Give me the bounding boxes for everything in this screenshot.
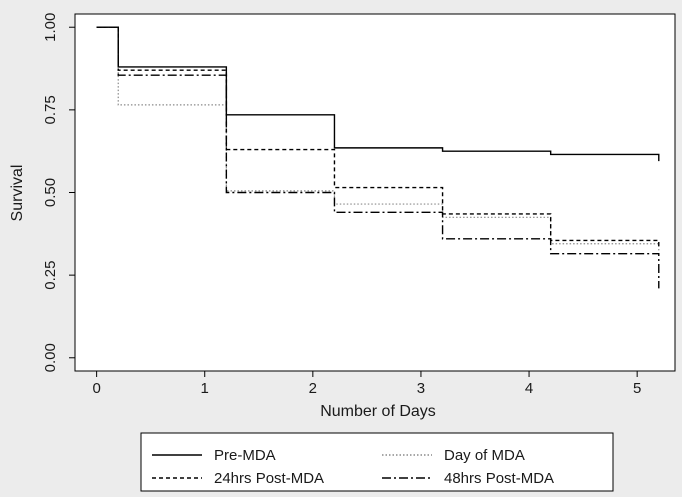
y-tick-label: 0.75 (42, 95, 59, 124)
legend-label: 48hrs Post-MDA (444, 470, 554, 487)
legend-label: Pre-MDA (214, 447, 276, 464)
x-tick-label: 5 (633, 380, 641, 397)
series-layer (96, 26, 660, 289)
y-tick-label: 0.00 (42, 343, 59, 372)
legend-box (140, 432, 614, 492)
x-tick-label: 2 (309, 380, 317, 397)
legend: Pre-MDA Day of MDA 24hrs Post-MDA 48hrs Pos… (140, 432, 614, 492)
y-axis: 0.00 0.25 0.50 0.75 1.00 (42, 13, 75, 372)
legend-label: 24hrs Post-MDA (214, 470, 324, 487)
x-tick-label: 3 (417, 380, 425, 397)
y-axis-title: Survival (9, 165, 26, 222)
plot-area (74, 13, 676, 372)
x-tick-label: 1 (201, 380, 209, 397)
y-tick-label: 0.50 (42, 178, 59, 207)
x-axis-title: Number of Days (320, 403, 436, 420)
y-tick-label: 1.00 (42, 13, 59, 42)
x-tick-label: 0 (92, 380, 100, 397)
x-tick-label: 4 (525, 380, 533, 397)
series-line-48hrs-post-mda (96, 26, 660, 289)
legend-label: Day of MDA (444, 447, 525, 464)
series-line-day-of-mda (96, 26, 660, 251)
series-line-pre-mda (96, 26, 660, 162)
x-axis: 0 1 2 3 4 5 (92, 371, 641, 397)
y-tick-label: 0.25 (42, 261, 59, 290)
